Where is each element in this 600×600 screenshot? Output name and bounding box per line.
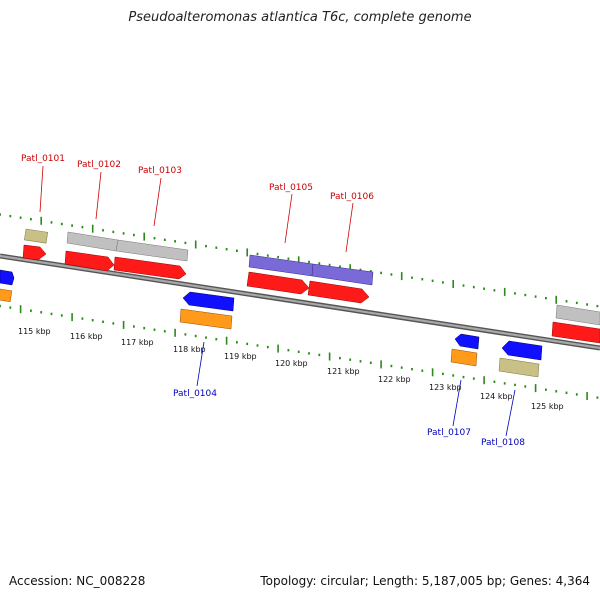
kbp-label: 120 kbp xyxy=(275,359,308,368)
gene-label[interactable]: Patl_0102 xyxy=(77,160,121,170)
kbp-label: 116 kbp xyxy=(70,332,103,341)
gene-feature[interactable] xyxy=(498,357,540,378)
accession-text: Accession: NC_008228 xyxy=(9,574,146,588)
gene-label[interactable]: Patl_0101 xyxy=(21,154,65,164)
kbp-labels: 115 kbp 116 kbp 117 kbp 118 kbp 119 kbp … xyxy=(18,327,564,411)
gene-feature[interactable] xyxy=(115,239,189,262)
cds-feature[interactable] xyxy=(501,340,543,361)
cds-feature[interactable] xyxy=(246,271,310,295)
kbp-label: 124 kbp xyxy=(480,392,513,401)
genome-backbone xyxy=(0,253,600,351)
cds-feature[interactable] xyxy=(182,291,235,312)
kbp-label: 125 kbp xyxy=(531,402,564,411)
cds-feature[interactable] xyxy=(0,269,15,286)
kbp-label: 123 kbp xyxy=(429,383,462,392)
cds-feature[interactable] xyxy=(450,348,478,367)
kbp-label: 117 kbp xyxy=(121,338,154,347)
gene-label[interactable]: Patl_0103 xyxy=(138,166,182,176)
gene-label[interactable]: Patl_0106 xyxy=(330,192,374,202)
gene-feature[interactable] xyxy=(24,228,49,244)
gene-feature[interactable] xyxy=(555,304,600,326)
gene-feature[interactable] xyxy=(311,263,374,286)
gene-label[interactable]: Patl_0107 xyxy=(427,428,471,438)
gene-labels-bottom: Patl_0104 Patl_0107 Patl_0108 xyxy=(173,389,525,448)
feature-track xyxy=(0,228,600,378)
kbp-label: 121 kbp xyxy=(327,367,360,376)
tick-track-lower xyxy=(0,304,599,400)
gene-label[interactable]: Patl_0108 xyxy=(481,438,525,448)
genome-summary-text: Topology: circular; Length: 5,187,005 bp… xyxy=(260,574,590,588)
cds-feature[interactable] xyxy=(307,280,370,304)
cds-feature[interactable] xyxy=(113,256,187,280)
kbp-label: 119 kbp xyxy=(224,352,257,361)
label-leader-lines xyxy=(39,165,516,437)
cds-feature[interactable] xyxy=(22,244,47,261)
cds-feature[interactable] xyxy=(0,288,13,302)
gene-feature[interactable] xyxy=(66,231,119,252)
kbp-label: 118 kbp xyxy=(173,345,206,354)
gene-feature[interactable] xyxy=(248,254,314,277)
cds-feature[interactable] xyxy=(551,321,600,344)
cds-feature[interactable] xyxy=(179,308,233,330)
kbp-label: 122 kbp xyxy=(378,375,411,384)
gene-labels-top: Patl_0101 Patl_0102 Patl_0103 Patl_0105 … xyxy=(21,154,374,202)
kbp-label: 115 kbp xyxy=(18,327,51,336)
tick-track-upper xyxy=(0,213,599,308)
cds-feature[interactable] xyxy=(64,250,115,272)
gene-label[interactable]: Patl_0105 xyxy=(269,183,313,193)
map-title: Pseudoalteromonas atlantica T6c, complet… xyxy=(128,10,472,25)
cds-feature[interactable] xyxy=(454,333,480,350)
gene-label[interactable]: Patl_0104 xyxy=(173,389,217,399)
